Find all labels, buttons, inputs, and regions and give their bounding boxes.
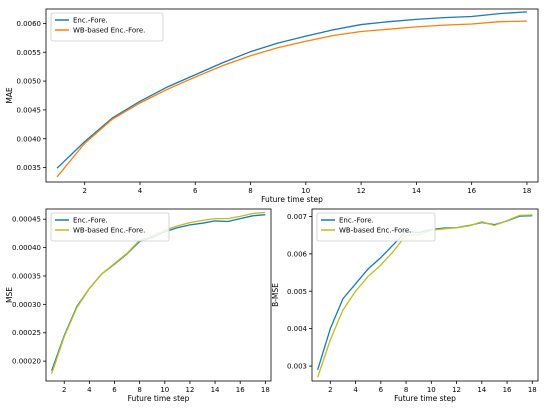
bmse-y-tick-label: 0.004 [287,325,308,333]
bmse-y-tick-label: 0.003 [287,363,307,371]
bmse-plot-frame [311,208,539,382]
mse-x-tick-label: 18 [261,386,270,394]
mae-y-axis-label: MAE [5,87,14,104]
mae-x-axis-label: Future time step [261,195,323,204]
bmse-y-axis-label: B-MSE [271,283,280,307]
mse-x-axis-label: Future time step [128,394,190,403]
mse-y-tick-label: 0.00025 [12,329,41,337]
bmse-legend-box [316,212,436,242]
bmse-legend-label-1: WB-based Enc.-Fore. [339,227,411,235]
mae-x-tick-label: 6 [193,187,198,195]
bmse-x-tick-label: 2 [328,386,332,394]
mse-x-tick-label: 8 [137,386,141,394]
mae-x-tick-label: 4 [138,187,143,195]
mae-x-tick-label: 8 [248,187,252,195]
mse-y-axis-label: MSE [5,287,14,303]
mae-y-tick-label: 0.0060 [17,20,42,28]
bmse-legend-label-0: Enc.-Fore. [339,217,374,225]
mae-x-tick-label: 2 [82,187,86,195]
mae-x-tick-label: 16 [467,187,476,195]
bmse-y-tick-label: 0.007 [287,213,307,221]
mae-series-line-0 [56,11,527,169]
mae-series-line-1 [56,20,527,178]
mae-y-tick-label: 0.0035 [17,164,42,172]
mae-y-tick-label: 0.0050 [17,78,42,86]
mae-x-tick-label: 12 [357,187,366,195]
mae-plot-frame [45,8,539,183]
mae-y-tick-label: 0.0040 [17,135,42,143]
bmse-x-tick-label: 18 [528,386,537,394]
mse-x-tick-label: 4 [87,386,92,394]
mse-legend-label-0: Enc.-Fore. [73,217,108,225]
mae-legend-label-0: Enc.-Fore. [73,17,108,25]
mse-y-tick-label: 0.00040 [12,244,41,252]
bmse-x-tick-label: 10 [427,386,436,394]
mse-x-tick-label: 2 [62,386,66,394]
mae-x-tick-label: 18 [522,187,531,195]
bmse-chart: 2 4 6 8 10 12 14 16 18 0.003 0.004 0.005 0.006 0.007 F… [271,208,539,403]
mse-legend-box [50,212,170,242]
mse-x-tick-label: 6 [112,386,117,394]
mse-legend-label-1: WB-based Enc.-Fore. [73,227,145,235]
mse-x-tick-label: 14 [211,386,220,394]
mse-plot-frame [45,208,272,382]
bmse-x-tick-label: 16 [503,386,512,394]
mse-x-tick-label: 16 [236,386,245,394]
mae-y-tick-label: 0.0055 [17,49,42,57]
mae-x-tick-label: 10 [301,187,310,195]
bmse-x-axis-label: Future time step [394,394,456,403]
mse-y-tick-label: 0.00045 [12,216,41,224]
mae-legend-label-1: WB-based Enc.-Fore. [73,27,145,35]
mse-y-tick-label: 0.00030 [12,301,41,309]
mae-x-tick-label: 14 [412,187,421,195]
mae-y-tick-label: 0.0045 [17,106,42,114]
mse-y-tick-label: 0.00020 [12,358,41,366]
bmse-y-tick-label: 0.006 [287,250,308,258]
mse-x-tick-label: 12 [185,386,194,394]
bmse-x-tick-label: 6 [379,386,384,394]
mae-chart: 2 4 6 8 10 12 14 16 18 0.0035 0.0040 0.0045 0.0050 0.… [5,8,539,204]
bmse-y-tick-label: 0.005 [287,288,307,296]
bmse-x-tick-label: 4 [353,386,358,394]
bmse-x-tick-label: 14 [477,386,486,394]
mse-x-tick-label: 10 [160,386,169,394]
bmse-x-tick-label: 8 [404,386,408,394]
mse-chart: 2 4 6 8 10 12 14 16 18 0.00020 0.00025 0.00030 0.000… [5,208,272,403]
bmse-x-tick-label: 12 [452,386,461,394]
mae-legend-box [50,12,164,42]
mse-y-tick-label: 0.00035 [12,272,41,280]
